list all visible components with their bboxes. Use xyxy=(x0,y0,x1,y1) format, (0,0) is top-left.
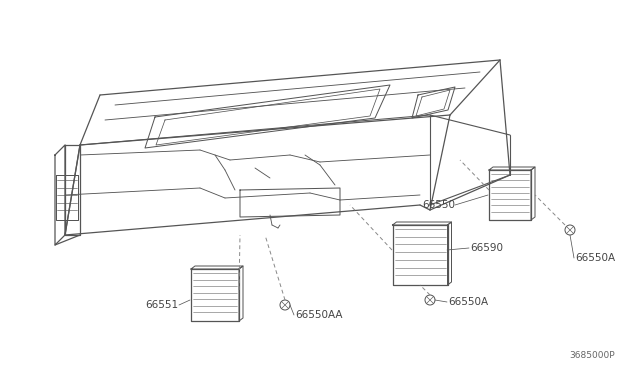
Text: 3685000P: 3685000P xyxy=(570,350,615,359)
Text: 66550A: 66550A xyxy=(448,297,488,307)
Text: 66550: 66550 xyxy=(422,200,455,210)
Text: 66590: 66590 xyxy=(470,243,503,253)
Text: 66550A: 66550A xyxy=(575,253,615,263)
Text: 66550AA: 66550AA xyxy=(295,310,342,320)
Text: 66551: 66551 xyxy=(145,300,178,310)
